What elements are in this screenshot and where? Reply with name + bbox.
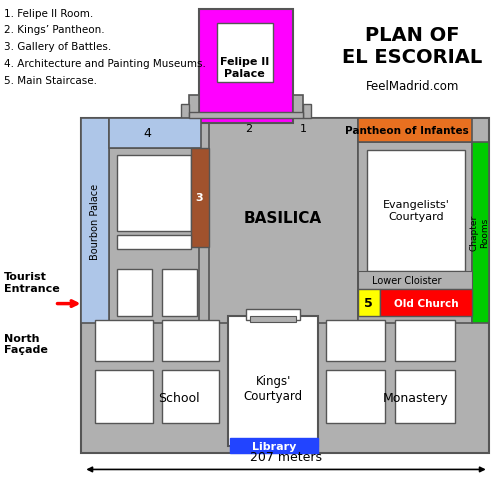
Bar: [326, 321, 386, 362]
Bar: [250, 317, 296, 323]
Text: Chapter
Rooms: Chapter Rooms: [470, 215, 490, 251]
Bar: [188, 96, 198, 119]
Bar: [358, 119, 472, 142]
Bar: [162, 269, 196, 317]
Text: Library: Library: [252, 441, 296, 451]
Bar: [396, 321, 455, 362]
Text: 1: 1: [300, 123, 306, 134]
Text: 2. Kings’ Pantheon.: 2. Kings’ Pantheon.: [4, 25, 104, 36]
Bar: [82, 119, 488, 453]
Text: Tourist
Entrance: Tourist Entrance: [4, 271, 59, 293]
Text: Old Church: Old Church: [394, 298, 458, 308]
Text: School: School: [158, 392, 200, 405]
Text: Kings'
Courtyard: Kings' Courtyard: [244, 374, 302, 402]
Text: Bourbon Palace: Bourbon Palace: [90, 183, 101, 260]
Bar: [162, 321, 220, 362]
Text: Felipe II
Palace: Felipe II Palace: [220, 57, 269, 79]
Bar: [117, 155, 190, 232]
Bar: [117, 269, 152, 317]
Bar: [230, 438, 318, 453]
Bar: [326, 370, 386, 423]
Text: Pantheon of Infantes: Pantheon of Infantes: [346, 125, 469, 136]
Bar: [472, 142, 488, 324]
Bar: [109, 148, 198, 324]
Bar: [368, 150, 465, 271]
Bar: [109, 119, 200, 148]
Text: 5. Main Staircase.: 5. Main Staircase.: [4, 76, 97, 86]
Bar: [216, 23, 273, 83]
Text: BASILICA: BASILICA: [244, 210, 322, 225]
Text: North
Façade: North Façade: [4, 333, 48, 354]
Text: Evangelists'
Courtyard: Evangelists' Courtyard: [382, 200, 450, 222]
Bar: [208, 119, 358, 324]
Bar: [198, 10, 293, 123]
Text: 4: 4: [143, 127, 151, 140]
Bar: [162, 370, 220, 423]
Bar: [358, 271, 472, 289]
Text: 3: 3: [196, 193, 203, 203]
Bar: [380, 289, 472, 317]
Bar: [358, 142, 472, 324]
Text: 3. Gallery of Battles.: 3. Gallery of Battles.: [4, 42, 111, 52]
Bar: [190, 148, 208, 247]
Bar: [228, 317, 318, 446]
Text: PLAN OF
EL ESCORIAL: PLAN OF EL ESCORIAL: [342, 26, 482, 67]
Text: 2: 2: [244, 123, 252, 134]
Bar: [117, 236, 190, 249]
Text: Monastery: Monastery: [382, 392, 448, 405]
Bar: [303, 105, 311, 119]
Bar: [293, 96, 303, 119]
Bar: [82, 119, 109, 324]
Bar: [181, 105, 188, 119]
Text: 5: 5: [364, 297, 373, 309]
Bar: [358, 289, 380, 317]
Text: Lower Cloister: Lower Cloister: [372, 275, 442, 285]
Bar: [246, 309, 300, 321]
Bar: [188, 113, 303, 119]
Text: 207 meters: 207 meters: [250, 450, 322, 464]
Text: FeelMadrid.com: FeelMadrid.com: [366, 80, 459, 92]
Bar: [396, 370, 455, 423]
Text: 1. Felipe II Room.: 1. Felipe II Room.: [4, 9, 93, 19]
Bar: [96, 370, 153, 423]
Text: 4. Architecture and Painting Museums.: 4. Architecture and Painting Museums.: [4, 59, 206, 69]
Bar: [96, 321, 153, 362]
